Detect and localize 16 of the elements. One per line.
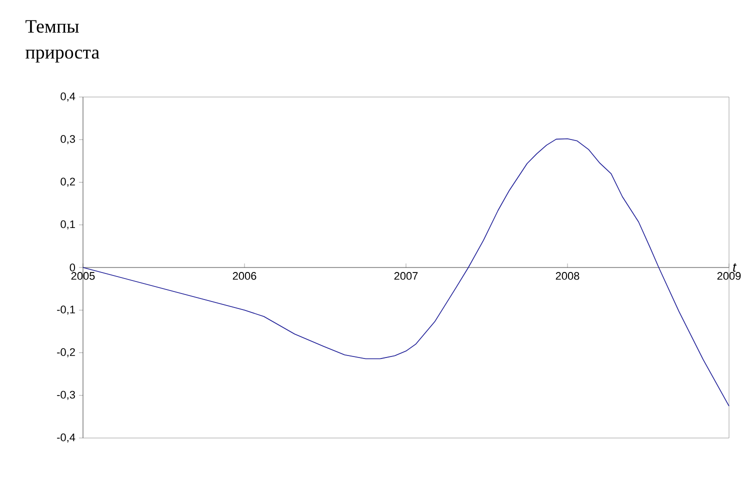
y-tick-label: 0,1	[60, 220, 75, 230]
y-tick-label: 0	[70, 264, 76, 272]
y-tick-label: -0,4	[57, 433, 76, 443]
y-axis-title: Темпы прироста	[26, 20, 100, 63]
y-tick-label: -0,1	[57, 306, 75, 315]
y-tick-label: 0,4	[60, 92, 76, 102]
x-tick-label: 2006	[232, 272, 256, 280]
x-tick-label: 2008	[556, 272, 580, 280]
y-tick-label: 0,3	[60, 135, 75, 144]
x-axis-title: t	[733, 263, 737, 272]
x-tick-label: 2009	[717, 272, 741, 280]
y-tick-label: -0,3	[57, 390, 75, 400]
y-tick-label: 0,2	[60, 178, 75, 187]
x-tick-label: 2007	[394, 272, 418, 280]
y-tick-label: -0,2	[57, 348, 75, 358]
x-tick-label: 2005	[71, 272, 95, 280]
